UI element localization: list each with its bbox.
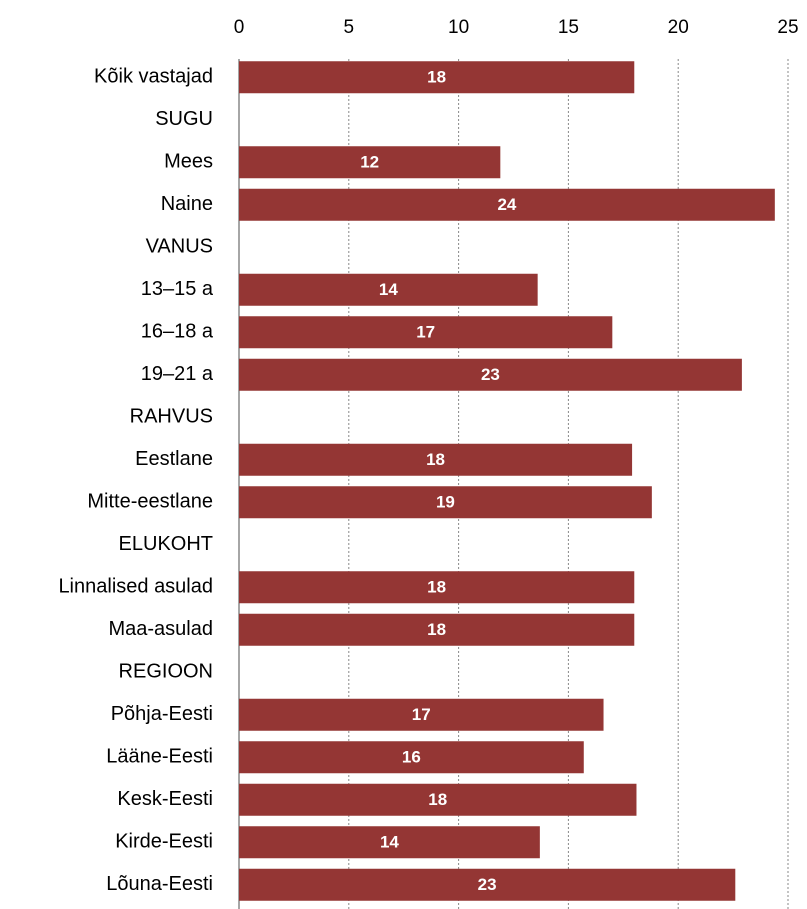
y-tick-label: Eestlane — [135, 448, 213, 470]
x-tick-label: 5 — [344, 17, 355, 38]
y-tick-label: RAHVUS — [130, 406, 213, 428]
bar — [239, 486, 652, 519]
x-tick-label: 15 — [558, 17, 579, 38]
bar — [239, 273, 538, 306]
y-tick-label: Kirde-Eesti — [115, 831, 213, 853]
y-tick-label: Mees — [164, 151, 213, 173]
value-label: 23 — [481, 365, 500, 384]
value-label: 18 — [427, 620, 446, 639]
y-tick-label: Maa-asulad — [108, 618, 213, 640]
value-label: 12 — [360, 153, 379, 172]
bar — [239, 826, 540, 859]
value-label: 18 — [427, 578, 446, 597]
bar — [239, 146, 501, 179]
y-tick-label: Mitte-eestlane — [87, 491, 213, 513]
y-tick-label: REGIOON — [119, 661, 213, 683]
value-label: 14 — [379, 280, 398, 299]
value-label: 17 — [416, 323, 435, 342]
value-label: 16 — [402, 748, 421, 767]
bar — [239, 61, 635, 94]
y-tick-label: 19–21 a — [141, 363, 214, 385]
value-label: 18 — [428, 790, 447, 809]
value-label: 24 — [497, 195, 516, 214]
x-tick-label: 0 — [234, 17, 245, 38]
bar — [239, 316, 613, 349]
y-tick-label: 13–15 a — [141, 278, 214, 300]
value-label: 18 — [426, 450, 445, 469]
bar — [239, 358, 742, 391]
value-label: 14 — [380, 833, 399, 852]
y-tick-label: Kesk-Eesti — [117, 788, 213, 810]
bar — [239, 783, 637, 816]
y-tick-label: SUGU — [155, 108, 213, 130]
value-label: 19 — [436, 493, 455, 512]
bar — [239, 698, 604, 731]
value-label: 18 — [427, 68, 446, 87]
y-tick-label: Naine — [161, 193, 213, 215]
y-tick-label: VANUS — [146, 236, 213, 258]
x-tick-label: 25 — [777, 17, 798, 38]
y-tick-label: Põhja-Eesti — [111, 703, 213, 725]
x-tick-label: 20 — [668, 17, 689, 38]
bar — [239, 868, 736, 901]
y-tick-label: 16–18 a — [141, 321, 214, 343]
y-tick-label: Lõuna-Eesti — [106, 873, 213, 895]
bar — [239, 188, 775, 221]
y-tick-label: Kõik vastajad — [94, 66, 213, 88]
bar — [239, 443, 633, 476]
x-tick-label: 10 — [448, 17, 469, 38]
bar — [239, 613, 635, 646]
y-tick-label: ELUKOHT — [119, 533, 213, 555]
value-label: 23 — [478, 875, 497, 894]
y-tick-label: Linnalised asulad — [58, 576, 213, 598]
value-label: 17 — [412, 705, 431, 724]
bar — [239, 571, 635, 604]
y-tick-label: Lääne-Eesti — [106, 746, 213, 768]
bar — [239, 741, 584, 774]
